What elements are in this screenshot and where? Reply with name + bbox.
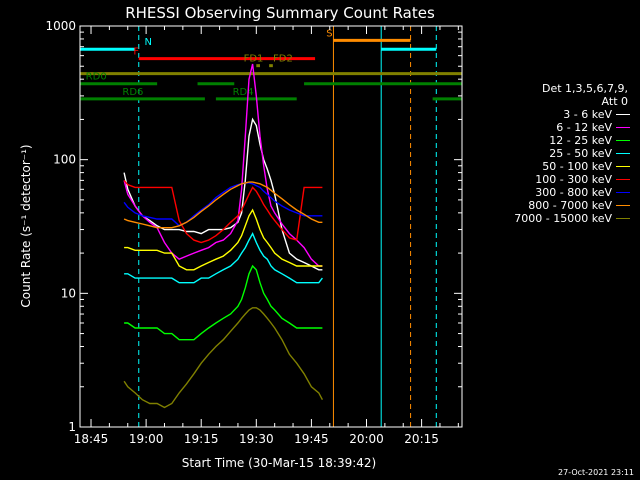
series-line-2 <box>124 264 323 341</box>
x-tick-label: 19:45 <box>294 432 329 446</box>
legend-header-line1: Det 1,3,5,6,7,9, <box>541 82 628 95</box>
x-tick-label: 19:30 <box>239 432 274 446</box>
x-axis-label: Start Time (30-Mar-15 18:39:42) <box>182 456 376 470</box>
flag-label-rd0: RD0 <box>86 72 107 83</box>
legend-item: 6 - 12 keV <box>478 121 638 134</box>
series-line-3 <box>124 231 323 284</box>
legend-swatch <box>616 179 630 180</box>
flag-label-rd4: RD4 <box>233 87 254 98</box>
plot-frame <box>79 25 463 428</box>
y-axis: 1 10 100 1000 <box>45 19 462 434</box>
legend-item: 800 - 7000 keV <box>478 199 638 212</box>
legend-swatch <box>616 153 630 154</box>
flag-label-fd1: FD1 <box>244 54 264 65</box>
legend-swatch <box>616 166 630 167</box>
legend-swatch <box>616 218 630 219</box>
series-line-8 <box>123 307 324 409</box>
legend-swatch <box>616 127 630 128</box>
legend-item: 12 - 25 keV <box>478 134 638 147</box>
legend-swatch <box>616 140 630 141</box>
legend: Det 1,3,5,6,7,9, Att 0 3 - 6 keV 6 - 12 k… <box>478 82 638 225</box>
flag-label-s: S <box>326 28 332 39</box>
x-axis: 18:45 19:00 19:15 19:30 19:45 20:00 20:15 <box>74 26 459 446</box>
y-tick-label: 100 <box>53 153 76 167</box>
legend-label: 7000 - 15000 keV <box>514 212 612 225</box>
y-tick-label: 10 <box>61 286 76 300</box>
legend-item: 300 - 800 keV <box>478 186 638 199</box>
series-line-6 <box>123 182 323 227</box>
legend-item: 100 - 300 keV <box>478 173 638 186</box>
y-tick-label: 1 <box>68 420 76 434</box>
legend-item: 3 - 6 keV <box>478 108 638 121</box>
footer-timestamp: 27-Oct-2021 23:11 <box>558 468 634 477</box>
x-tick-label: 18:45 <box>74 432 109 446</box>
legend-item: 7000 - 15000 keV <box>478 212 638 225</box>
flag-label-fd2: FD2 <box>273 54 293 65</box>
series-line-4 <box>124 208 323 271</box>
series-line-5 <box>123 179 323 244</box>
series-line-1 <box>123 63 323 267</box>
legend-label: 800 - 7000 keV <box>528 199 612 212</box>
legend-swatch <box>616 114 630 115</box>
x-tick-label: 20:15 <box>404 432 439 446</box>
flag-label-rd6: RD6 <box>122 87 143 98</box>
legend-label: 100 - 300 keV <box>535 173 612 186</box>
legend-swatch <box>616 192 630 193</box>
legend-label: 50 - 100 keV <box>542 160 612 173</box>
y-tick-label: 1000 <box>45 19 76 33</box>
x-tick-label: 19:15 <box>184 432 219 446</box>
legend-header-line2: Att 0 <box>601 95 628 108</box>
plot-area: N S F FD1 FD2 RD0 RD4 RD6 <box>79 26 462 427</box>
series-line-7 <box>123 181 323 229</box>
chart-title: RHESSI Observing Summary Count Rates <box>125 4 435 22</box>
legend-label: 25 - 50 keV <box>549 147 612 160</box>
legend-label: 12 - 25 keV <box>549 134 612 147</box>
flag-label-f: F <box>133 47 139 58</box>
x-tick-label: 20:00 <box>349 432 384 446</box>
legend-swatch <box>616 205 630 206</box>
legend-item: 50 - 100 keV <box>478 160 638 173</box>
legend-label: 300 - 800 keV <box>535 186 612 199</box>
x-tick-label: 19:00 <box>129 432 164 446</box>
legend-label: 6 - 12 keV <box>556 121 612 134</box>
flag-label-n: N <box>144 37 151 48</box>
y-axis-label: Count Rate (s⁻¹ detector⁻¹) <box>19 144 33 307</box>
legend-item: 25 - 50 keV <box>478 147 638 160</box>
legend-label: 3 - 6 keV <box>563 108 612 121</box>
